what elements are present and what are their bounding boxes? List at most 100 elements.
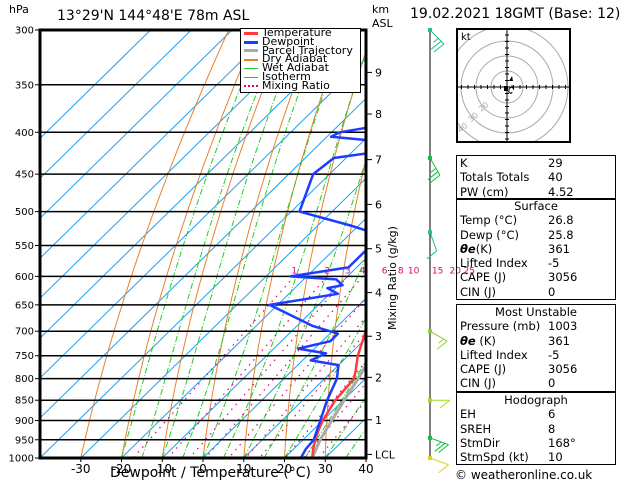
basic-indices-table: K 29 Totals Totals 40 PW (cm) 4.52 [456,155,616,200]
isotherm-line [40,30,274,259]
pressure-tick-label: 550 [15,241,34,252]
temperature-axis: -30 -20 -10 0 10 20 30 40 [71,458,374,476]
height-unit-asl: ASL [372,17,393,30]
parcel-trajectory-line [310,362,366,458]
isotherm-line [284,377,366,458]
pressure-tick-label: 900 [15,416,34,427]
pressure-tick-label: 650 [15,300,34,311]
index-value: 3056 [548,270,578,285]
legend-item: Temperature [241,27,360,38]
index-value: 4.52 [548,184,574,199]
mixing-ratio-label: 25 [463,266,474,276]
height-unit-km: km [372,3,390,16]
temperature-tick-label: 10 [236,462,251,476]
legend-item: Isotherm [241,71,360,82]
wind-barb-shaft [429,437,449,446]
index-row: CAPE (J) 3056 [457,270,615,284]
pressure-tick-label: 700 [15,327,34,338]
legend-item: Dry Adiabat [241,52,360,66]
index-row: K 29 [457,156,615,170]
index-label: θe(K) [460,241,493,256]
storm-motion-marker [509,76,513,81]
temperature-tick-label: 20 [277,462,292,476]
index-row: Temp (°C) 26.8 [457,213,615,227]
isotherm-line [40,30,355,339]
mixing-ratio-line [167,276,328,458]
index-label: CIN (J) [460,284,497,299]
index-value: 0 [548,284,556,299]
legend-label: Dry Adiabat [262,52,328,66]
dry-adiabat-line [622,30,629,458]
copyright: © weatheronline.co.uk [455,468,593,482]
index-row: Lifted Index -5 [457,348,615,362]
legend-label: Wet Adiabat [262,61,329,75]
wind-barb-shaft [429,157,441,176]
legend-swatch [244,49,258,53]
wet-adiabat-line [324,395,366,458]
wind-barb-halfflag [433,38,439,43]
index-row: CIN (J) 0 [457,376,615,390]
isotherm-line [121,217,366,458]
index-row: StmSpd (kt) 10 [457,450,615,464]
legend-label: Parcel Trajectory [262,43,353,57]
index-label: Pressure (mb) [460,319,541,334]
legend-item: Parcel Trajectory [241,43,360,57]
index-label: Lifted Index [460,256,528,271]
mixing-ratio-label: 8 [398,266,404,276]
index-value: 6 [548,407,556,422]
mixing-ratio-line [245,316,366,458]
index-row: EH 6 [457,407,615,421]
isotherm-line [40,30,233,219]
index-label: Lifted Index [460,347,528,362]
profiles [268,126,366,458]
index-value: 40 [548,170,563,185]
hodograph-title: Hodograph [504,393,568,407]
legend-item: Dewpoint [241,36,360,47]
index-value: 361 [548,241,570,256]
index-row: SREH 8 [457,422,615,436]
index-value: 0 [548,376,556,391]
temperature-tick-label: 30 [318,462,333,476]
surface-title: Surface [514,199,558,213]
pressure-tick-label: 1000 [9,454,34,465]
legend-item: Wet Adiabat [241,61,360,75]
index-label: θe (K) [460,333,496,348]
mixing-ratio-label: 2 [324,266,330,276]
legend: Temperature Dewpoint Parcel Trajectory Dry … [240,27,361,93]
temperature-tick-label: 0 [199,462,207,476]
index-value: 1003 [548,319,578,334]
temperature-tick-label: -30 [71,462,91,476]
mixing-ratio-label: 20 [450,266,462,276]
index-label: SREH [460,421,492,436]
wind-barb-flag [427,171,439,181]
pressure-tick-label: 800 [15,374,34,385]
wet-adiabat-line [304,360,366,458]
height-tick-label: LCL [375,448,396,461]
legend-swatch [244,85,258,88]
mixing-ratio-label: 3 [345,266,351,276]
isotherm-line [40,30,314,299]
wind-barb-flag [429,174,441,184]
pressure-tick-label: 850 [15,396,34,407]
isotherm-line [40,97,366,419]
pressure-tick-label: 500 [15,207,34,218]
index-row: Dewp (°C) 25.8 [457,228,615,242]
wind-barb-flag [434,442,446,452]
height-tick-label: 3 [375,330,382,343]
index-row: CAPE (J) 3056 [457,362,615,376]
index-value: 3056 [548,362,578,377]
pressure-tick-label: 350 [15,80,34,91]
legend-item: Mixing Ratio [241,80,360,91]
index-label: CAPE (J) [460,362,507,377]
pressure-tick-label: 600 [15,272,34,283]
index-label: CAPE (J) [460,270,507,285]
mixing-ratio-axis-label: Mixing Ratio (g/kg) [386,226,399,330]
wind-barb-flag [430,40,442,50]
mixing-ratio-label: 4 [360,266,366,276]
wet-adiabat-line [182,30,323,458]
isotherm-line [40,30,151,140]
wind-barb [428,28,445,53]
isotherm-line [40,30,192,180]
wind-barb [428,456,449,474]
index-row: Lifted Index -5 [457,256,615,270]
